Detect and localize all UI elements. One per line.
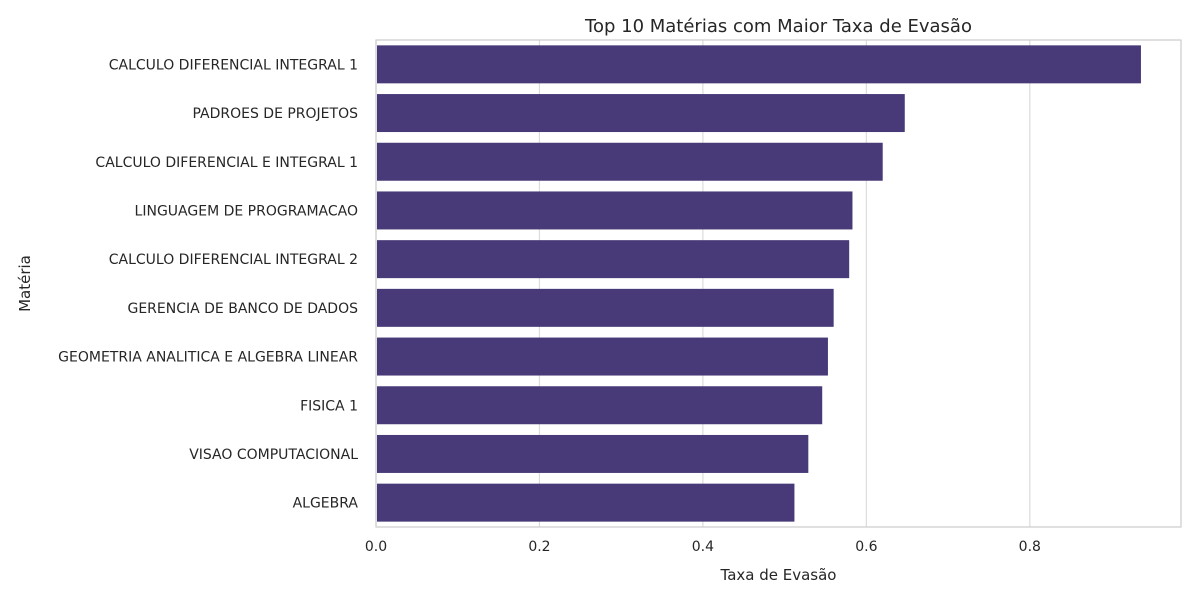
category-label: VISAO COMPUTACIONAL [189, 447, 358, 463]
y-axis-label: Matéria [16, 255, 34, 312]
x-tick-labels: 0.0 0.2 0.4 0.6 0.8 [365, 539, 1041, 555]
bar [377, 191, 853, 230]
bar [377, 45, 1141, 84]
chart-title: Top 10 Matérias com Maior Taxa de Evasão [584, 16, 972, 37]
category-labels: CALCULO DIFERENCIAL INTEGRAL 1 PADROES DE… [58, 57, 358, 511]
category-label: GERENCIA DE BANCO DE DADOS [127, 301, 358, 317]
x-axis-label: Taxa de Evasão [720, 566, 837, 584]
category-label: FISICA 1 [300, 398, 358, 414]
bar [377, 337, 828, 376]
category-label: PADROES DE PROJETOS [192, 106, 358, 122]
bar [377, 434, 809, 473]
bar [377, 240, 850, 279]
x-tick-label: 0.2 [528, 539, 550, 555]
plot-frame [375, 39, 1182, 528]
category-label: ALGEBRA [293, 496, 359, 512]
bar [377, 483, 795, 522]
category-label: LINGUAGEM DE PROGRAMACAO [135, 203, 358, 219]
x-tick-label: 0.6 [855, 539, 877, 555]
category-label: CALCULO DIFERENCIAL E INTEGRAL 1 [95, 155, 358, 171]
x-tick-label: 0.4 [692, 539, 714, 555]
bar [377, 386, 823, 425]
x-tick-label: 0.8 [1019, 539, 1041, 555]
bar [377, 94, 905, 133]
bar [377, 142, 883, 181]
category-label: CALCULO DIFERENCIAL INTEGRAL 1 [109, 57, 358, 73]
x-tick-label: 0.0 [365, 539, 387, 555]
category-label: GEOMETRIA ANALITICA E ALGEBRA LINEAR [58, 350, 358, 366]
bar [377, 288, 834, 327]
bars [377, 45, 1141, 522]
category-label: CALCULO DIFERENCIAL INTEGRAL 2 [109, 252, 358, 268]
